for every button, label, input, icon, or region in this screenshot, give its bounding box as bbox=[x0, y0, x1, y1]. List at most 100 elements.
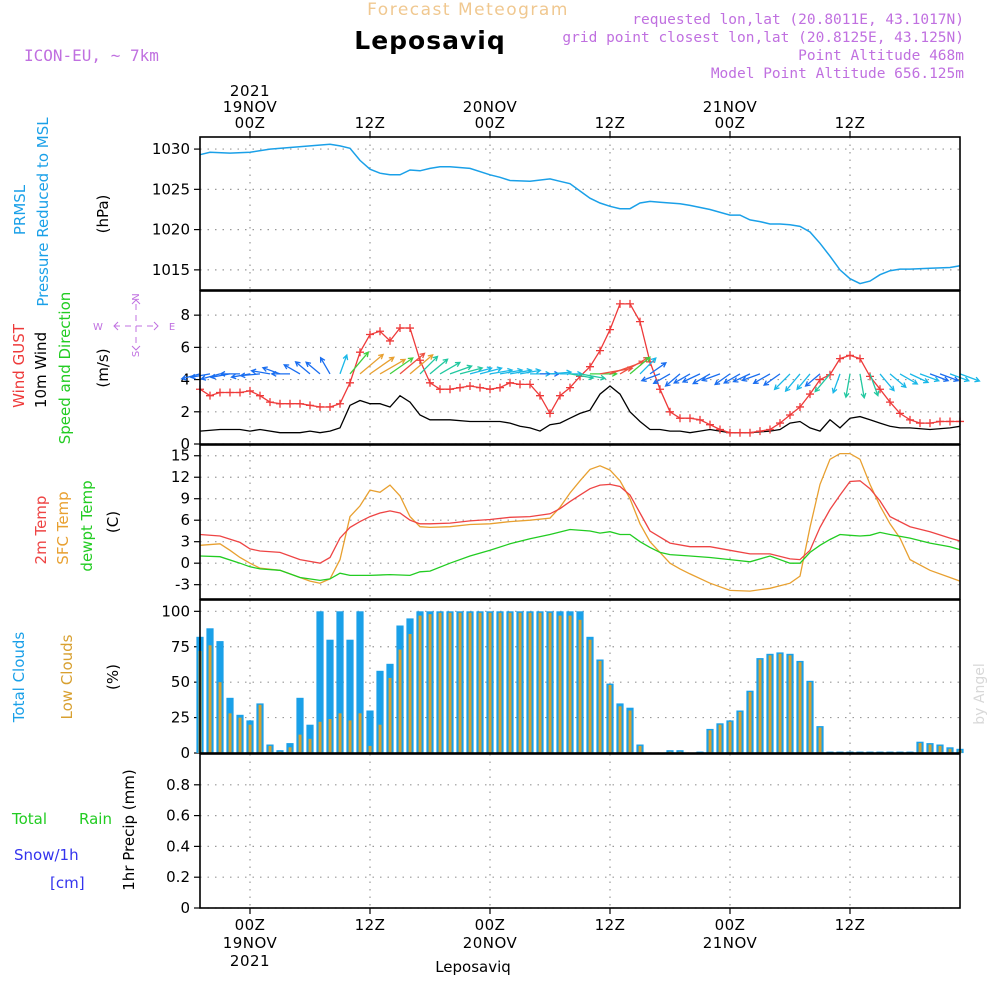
top-time-label: 2021 bbox=[230, 82, 270, 100]
gust-marker bbox=[666, 407, 674, 416]
ytick-label-precip: 0.8 bbox=[166, 776, 190, 794]
gust-marker bbox=[556, 391, 564, 400]
gust-marker bbox=[376, 327, 384, 336]
model-altitude: Model Point Altitude 656.125m bbox=[711, 66, 964, 82]
gust-marker bbox=[486, 385, 494, 394]
gust-marker bbox=[446, 385, 454, 394]
rain-label: Rain bbox=[79, 810, 112, 828]
wind-arrow bbox=[843, 373, 851, 399]
wind-arrow bbox=[199, 373, 221, 381]
low-cloud-bar bbox=[628, 710, 632, 753]
gust-marker bbox=[636, 317, 644, 326]
wind10m-line bbox=[199, 385, 961, 434]
low-cloud-bar bbox=[268, 745, 272, 753]
total-cloud-bar bbox=[376, 670, 384, 753]
total-cloud-bar bbox=[316, 611, 324, 753]
wind-arrow bbox=[784, 373, 801, 393]
gust-marker bbox=[256, 391, 264, 400]
low-cloud-bar bbox=[448, 612, 452, 754]
gust-marker bbox=[836, 354, 844, 363]
gust-marker bbox=[216, 388, 224, 397]
gust-marker bbox=[316, 402, 324, 411]
wind-arrow bbox=[869, 373, 880, 397]
low-cloud-bar bbox=[798, 662, 802, 753]
gust-marker bbox=[776, 419, 784, 428]
gust-marker bbox=[456, 383, 464, 392]
wind-arrow bbox=[804, 373, 821, 387]
gust-marker bbox=[716, 425, 724, 434]
wind-arrow bbox=[519, 368, 542, 375]
wind-arrow bbox=[879, 373, 895, 392]
panel-frame-precip bbox=[199, 753, 961, 909]
gust-marker bbox=[266, 398, 274, 407]
low-cloud-bar bbox=[718, 724, 722, 753]
wind-arrow bbox=[681, 373, 701, 383]
low-cloud-bar bbox=[758, 659, 762, 753]
bottom-time-label: 19NOV bbox=[223, 934, 278, 952]
low-cloud-bar bbox=[508, 612, 512, 754]
gust-marker bbox=[676, 414, 684, 423]
precip-unit-label: 1hr Precip (mm) bbox=[120, 769, 138, 890]
bottom-time-label: 00Z bbox=[235, 916, 266, 934]
wind-arrow bbox=[339, 353, 349, 375]
top-time-label: 12Z bbox=[595, 114, 626, 132]
low-cloud-bar bbox=[418, 615, 422, 753]
ytick-label-clouds: 75 bbox=[171, 638, 190, 656]
wind-arrow bbox=[250, 368, 271, 375]
ms-unit-label: (m/s) bbox=[94, 348, 112, 387]
gust-marker bbox=[536, 391, 544, 400]
bottom-time-label: 00Z bbox=[475, 916, 506, 934]
low-cloud-bar bbox=[208, 645, 212, 753]
low-cloud-bar bbox=[748, 692, 752, 753]
prmsl-label: PRMSL bbox=[11, 184, 29, 235]
wind-arrow bbox=[479, 366, 503, 375]
low-cloud-bar bbox=[638, 745, 642, 753]
wind-arrow bbox=[180, 373, 201, 381]
total-cloud-bar bbox=[346, 639, 354, 753]
ytick-label-clouds: 25 bbox=[171, 709, 190, 727]
wind-arrow bbox=[261, 366, 281, 375]
panel-bg-pressure bbox=[200, 137, 960, 290]
low-cloud-bar bbox=[368, 745, 372, 753]
low-cloud-bar bbox=[558, 615, 562, 753]
wind-arrow bbox=[579, 373, 607, 381]
panel-frame-wind bbox=[199, 290, 961, 445]
ytick-label-temperature: 12 bbox=[171, 468, 190, 486]
ytick-label-wind: 0 bbox=[180, 435, 190, 453]
low-cloud-bar bbox=[348, 720, 352, 753]
percent-unit-label: (%) bbox=[104, 664, 122, 690]
wind-arrow bbox=[692, 373, 711, 385]
celsius-unit-label: (C) bbox=[104, 511, 122, 533]
bottom-time-label: 00Z bbox=[715, 916, 746, 934]
low-cloud-bar bbox=[338, 713, 342, 753]
low-cloud-bar bbox=[498, 612, 502, 754]
gust-marker bbox=[276, 399, 284, 408]
gust-marker bbox=[816, 375, 824, 384]
gust-marker bbox=[866, 372, 874, 381]
bottom-time-label: 21NOV bbox=[703, 934, 758, 952]
wind-arrow bbox=[449, 364, 473, 375]
wind-arrow bbox=[369, 356, 395, 375]
gust-marker bbox=[796, 402, 804, 411]
gust-marker bbox=[696, 415, 704, 424]
low-cloud-bar bbox=[788, 655, 792, 754]
wind-arrow bbox=[349, 351, 370, 375]
low-cloud-bar bbox=[458, 612, 462, 754]
wind-arrow bbox=[732, 373, 751, 383]
wind-arrow bbox=[713, 373, 731, 386]
precip-panel-labels: Total Rain Snow/1h [cm] 1hr Precip (mm) bbox=[11, 769, 138, 892]
panel-bg-temperature bbox=[200, 445, 960, 599]
gust-marker bbox=[466, 382, 474, 391]
panel-frame-clouds bbox=[199, 599, 961, 754]
prmsl-line bbox=[199, 143, 961, 285]
ytick-label-temperature: 0 bbox=[180, 554, 190, 572]
wind-panel-labels: Wind GUST 10m Wind Speed and Direction (… bbox=[10, 292, 175, 445]
low-cloud-bar bbox=[248, 724, 252, 753]
ytick-label-temperature: 3 bbox=[180, 533, 190, 551]
compass-rose: N S W E bbox=[93, 293, 175, 357]
low-cloud-bar bbox=[378, 724, 382, 753]
wind-arrow bbox=[814, 373, 831, 393]
gust-marker bbox=[706, 420, 714, 429]
